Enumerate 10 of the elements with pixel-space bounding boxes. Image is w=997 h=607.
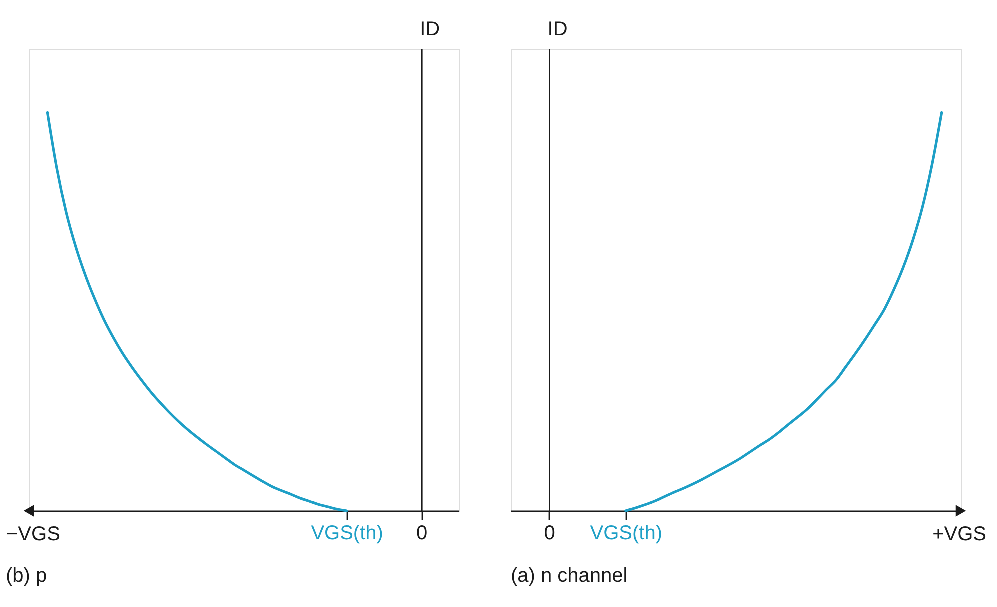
text: (b) p [6, 565, 48, 587]
x-tick-label: 0 [416, 522, 428, 544]
y-axis-title: ID [548, 18, 568, 40]
x-tick-label: VGS(th) [311, 522, 384, 544]
x-axis-title: −VGS [6, 524, 60, 546]
x-tick-label: VGS(th) [590, 522, 663, 544]
x-tick-label: 0 [544, 522, 556, 544]
y-axis-title: ID [420, 18, 440, 40]
x-axis-title: +VGS [932, 524, 986, 546]
text: (a) n channel [511, 565, 628, 587]
